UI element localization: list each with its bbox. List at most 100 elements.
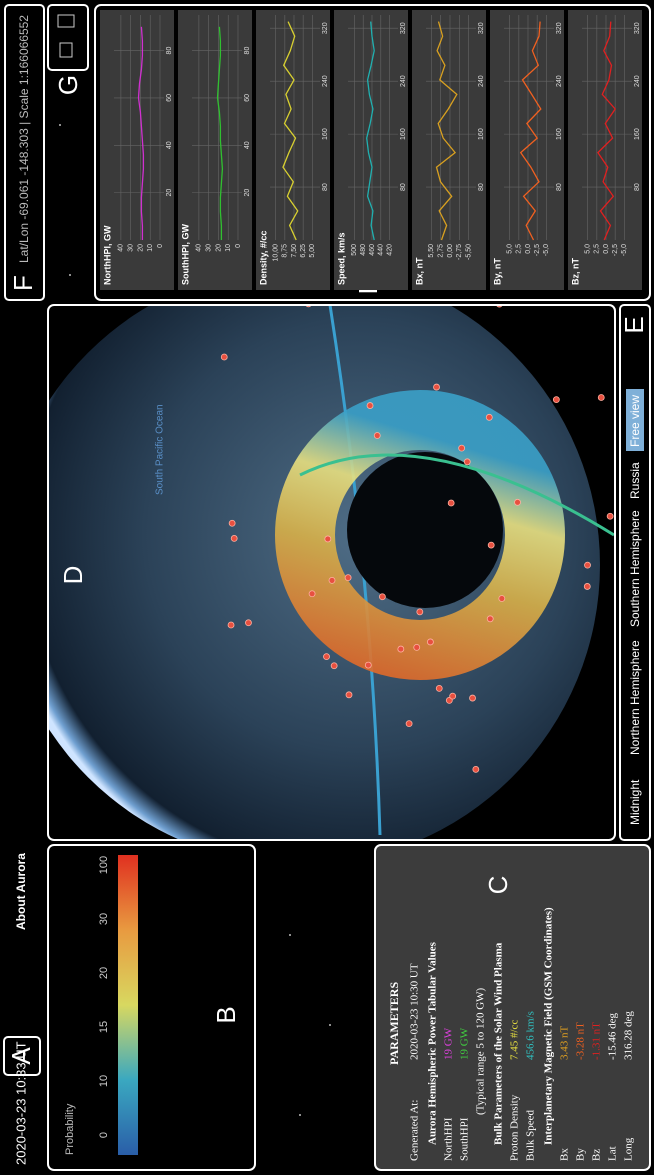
station [328, 576, 336, 584]
x-tick-label: 80 [556, 183, 563, 191]
y-tick-label: 10,00 [273, 244, 280, 262]
tool-icon[interactable] [59, 42, 73, 58]
chart-line [366, 21, 375, 241]
x-tick-label: 60 [244, 94, 251, 102]
y-tick-label: -2,75 [456, 244, 463, 260]
station [495, 306, 503, 308]
y-tick-label: 0,0 [525, 244, 532, 254]
region-label: F [8, 275, 38, 291]
x-tick-label: 240 [556, 75, 563, 87]
view-button[interactable]: Russia [628, 462, 642, 499]
x-tick-label: 160 [556, 128, 563, 140]
y-tick-label: -2,5 [612, 244, 619, 256]
legend-tick: 10 [98, 1075, 110, 1087]
station [433, 383, 440, 391]
y-tick-label: 5,50 [428, 244, 435, 258]
y-tick-label: 440 [378, 244, 385, 256]
view-button[interactable]: Midnight [628, 779, 642, 825]
y-tick-label: 0 [157, 244, 164, 248]
station [449, 692, 457, 700]
x-tick-label: 40 [244, 141, 251, 149]
legend-title: Probability [64, 1103, 76, 1155]
x-tick-label: 80 [322, 183, 329, 191]
y-tick-label: -5,0 [543, 244, 550, 256]
view-button[interactable]: Southern Hemisphere [628, 510, 642, 627]
param-value: 3.43 nT [559, 1026, 571, 1061]
station [413, 643, 421, 651]
chart-title: By, nT [492, 258, 502, 285]
x-tick-label: 320 [400, 22, 407, 34]
legend-tick: 20 [98, 967, 110, 979]
polar-cap [347, 452, 503, 608]
y-tick-label: 500 [351, 244, 358, 256]
x-tick-label: 80 [244, 47, 251, 55]
chart-bg [490, 10, 564, 290]
x-tick-label: 80 [634, 183, 641, 191]
tool-icon[interactable] [57, 14, 75, 28]
y-tick-label: 5,0 [585, 244, 592, 254]
station [227, 621, 235, 629]
chart-title: Density, #/cc [258, 231, 268, 285]
y-tick-label: 40 [118, 244, 125, 252]
param-note: (Typical range 5 to 120 GW) [475, 987, 487, 1115]
chart-line [435, 21, 458, 241]
x-tick-label: 160 [634, 128, 641, 140]
x-tick-label: 320 [322, 22, 329, 34]
param-label: By [575, 1148, 587, 1161]
station [330, 662, 338, 670]
x-tick-label: 240 [322, 75, 329, 87]
chart-title: NorthHPI, GW [102, 225, 112, 285]
about-link[interactable]: About Aurora [14, 853, 28, 930]
station [584, 561, 591, 569]
chart-title: Speed, km/s [336, 232, 346, 285]
chart-title: Bz, nT [570, 258, 580, 285]
station [597, 394, 605, 401]
section-title: Aurora Hemispheric Power Tabular Values [427, 941, 439, 1145]
x-tick-label: 40 [166, 141, 173, 149]
station [487, 541, 495, 549]
region-label: D [58, 566, 88, 585]
param-label: Bz [591, 1149, 603, 1161]
x-tick-label: 320 [556, 22, 563, 34]
y-tick-label: 5,0 [507, 244, 514, 254]
param-value: 316.28 deg [623, 1011, 635, 1060]
y-tick-label: -2,5 [534, 244, 541, 256]
region-box [3, 1036, 41, 1076]
chart-bg [100, 10, 174, 290]
stations [220, 306, 614, 773]
x-tick-label: 80 [166, 47, 173, 55]
param-value: 2020-03-23 10:30 UT [409, 963, 421, 1060]
view-button[interactable]: Free view [628, 395, 642, 447]
station [364, 661, 372, 669]
x-tick-label: 240 [478, 75, 485, 87]
colorbar [118, 855, 138, 1155]
x-tick-label: 160 [322, 128, 329, 140]
station [373, 432, 381, 439]
region-label: C [483, 876, 513, 895]
chart-line [216, 26, 224, 240]
param-label: Lat [607, 1146, 619, 1161]
chart-line [282, 21, 299, 241]
param-label: Bulk Speed [525, 1109, 537, 1161]
param-value: 19 GW [459, 1027, 471, 1060]
x-tick-label: 240 [634, 75, 641, 87]
parameters-title: PARAMETERS [387, 982, 401, 1065]
y-tick-label: 420 [386, 244, 393, 256]
view-button[interactable]: Northern Hemisphere [628, 640, 642, 755]
y-tick-label: 30 [206, 244, 213, 252]
station [472, 765, 480, 773]
y-tick-label: -5,50 [465, 244, 472, 260]
chart-line [519, 21, 542, 241]
y-tick-label: 460 [369, 244, 376, 256]
y-tick-label: 10 [225, 244, 232, 252]
station [463, 458, 471, 466]
station [606, 512, 614, 520]
station [220, 353, 228, 361]
param-value: 456.6 km/s [525, 1011, 537, 1060]
region-label: G [53, 75, 83, 95]
y-tick-label: 8,75 [282, 244, 289, 258]
x-tick-label: 160 [400, 128, 407, 140]
chart-line [137, 26, 145, 240]
